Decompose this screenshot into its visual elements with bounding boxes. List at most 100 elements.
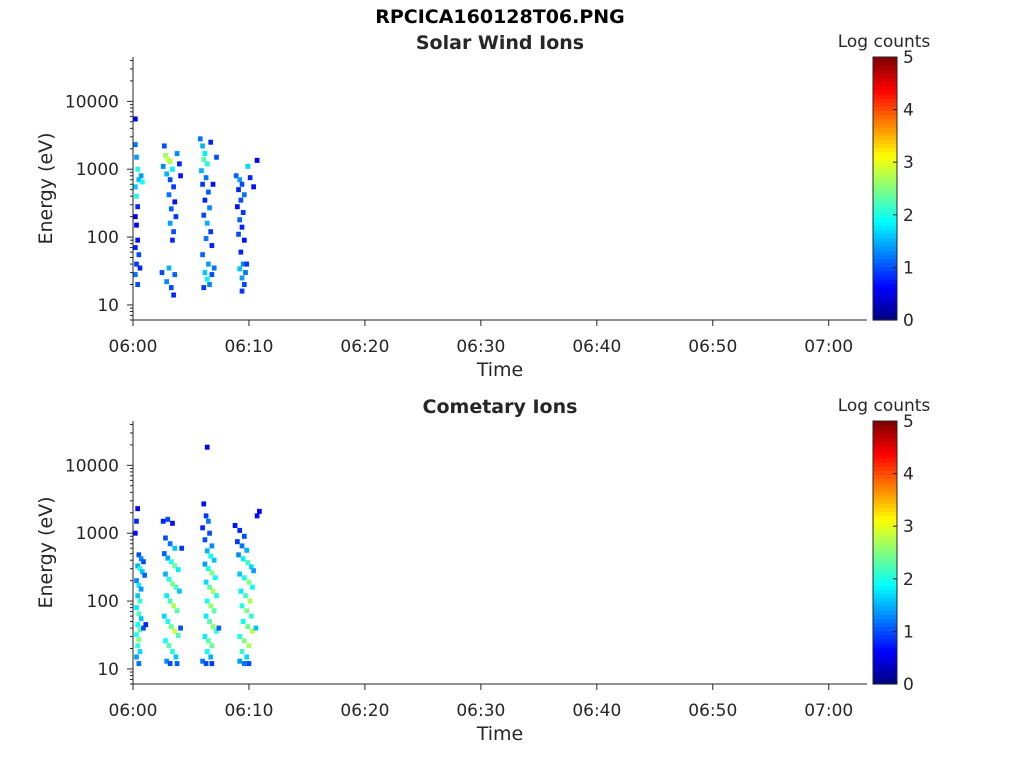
- data-cell: [173, 654, 179, 660]
- data-cell: [134, 193, 139, 199]
- data-cell: [204, 276, 210, 282]
- data-cell: [173, 584, 179, 590]
- colorbar-swatch: [873, 295, 897, 301]
- data-cell: [134, 154, 139, 160]
- data-cell: [216, 625, 222, 631]
- data-cell: [200, 252, 205, 258]
- data-cell: [167, 220, 173, 226]
- data-cell: [164, 658, 169, 664]
- colorbar-swatch: [873, 85, 897, 91]
- data-cell: [135, 563, 140, 569]
- colorbar-swatch: [873, 449, 897, 455]
- data-cell: [246, 661, 252, 667]
- colorbar-swatch: [873, 552, 897, 558]
- data-cell: [141, 559, 146, 565]
- colorbar-swatch: [873, 515, 897, 521]
- data-cell: [251, 568, 256, 574]
- colorbar-label: Log counts: [838, 396, 931, 416]
- colorbar-tick-label: 3: [903, 517, 914, 537]
- data-cell: [207, 282, 212, 288]
- data-cell: [174, 661, 180, 667]
- data-cell: [135, 237, 140, 243]
- data-cell: [211, 557, 217, 563]
- data-cell: [247, 175, 253, 181]
- data-cell: [200, 181, 205, 187]
- data-cell: [138, 586, 144, 592]
- data-cell: [206, 638, 211, 644]
- y-axis-label: Energy (eV): [35, 132, 57, 244]
- data-cell: [136, 661, 142, 667]
- colorbar-tick-label: 4: [903, 465, 914, 485]
- data-cell: [244, 261, 249, 267]
- data-cell: [237, 217, 243, 223]
- data-cell: [210, 181, 216, 187]
- colorbar-swatch: [873, 597, 897, 603]
- colorbar-swatch: [873, 585, 897, 591]
- colorbar-swatch: [873, 167, 897, 173]
- colorbar-swatch: [873, 147, 897, 153]
- data-cell: [201, 285, 207, 291]
- panel-title: Cometary Ions: [423, 396, 578, 418]
- data-cell: [237, 527, 243, 533]
- colorbar-swatch: [873, 544, 897, 549]
- data-cell: [167, 158, 173, 164]
- colorbar-swatch: [873, 523, 897, 529]
- colorbar-swatch: [873, 274, 897, 280]
- colorbar-swatch: [873, 560, 897, 566]
- colorbar-swatch: [873, 577, 897, 582]
- colorbar-tick-label: 5: [903, 412, 914, 432]
- colorbar-swatch: [873, 196, 897, 202]
- data-cell: [236, 231, 241, 237]
- data-cell: [135, 166, 140, 172]
- colorbar-swatch: [873, 200, 897, 206]
- colorbar-swatch: [873, 642, 897, 648]
- data-cell: [135, 622, 140, 628]
- colorbar-swatch: [873, 556, 897, 562]
- data-cell: [175, 567, 181, 573]
- colorbar-swatch: [873, 433, 897, 439]
- colorbar-tick-label: 1: [903, 258, 914, 278]
- colorbar-swatch: [873, 655, 897, 660]
- data-cell: [239, 288, 245, 294]
- colorbar-swatch: [873, 630, 897, 636]
- colorbar-swatch: [873, 204, 897, 210]
- data-cell: [238, 197, 244, 203]
- colorbar-swatch: [873, 548, 897, 554]
- data-cell: [202, 561, 208, 567]
- colorbar-swatch: [873, 536, 897, 541]
- x-tick-label: 06:00: [109, 701, 158, 721]
- data-cell: [202, 197, 208, 203]
- data-cell: [133, 272, 138, 278]
- colorbar-swatch: [873, 667, 897, 673]
- data-cell: [166, 576, 172, 582]
- colorbar-swatch: [873, 250, 897, 255]
- colorbar-swatch: [873, 89, 897, 95]
- data-cell: [179, 545, 185, 551]
- colorbar-swatch: [873, 421, 897, 426]
- colorbar-swatch: [873, 663, 897, 669]
- colorbar-swatch: [873, 568, 897, 574]
- data-cell: [247, 598, 253, 604]
- colorbar-swatch: [873, 135, 897, 140]
- data-cell: [138, 173, 144, 179]
- data-cell: [257, 508, 262, 514]
- data-cell: [178, 173, 183, 179]
- colorbar-swatch: [873, 593, 897, 599]
- colorbar-swatch: [873, 486, 897, 492]
- data-cell: [253, 625, 259, 631]
- data-cell: [134, 578, 139, 584]
- data-cell: [239, 649, 245, 655]
- colorbar-swatch: [873, 425, 897, 430]
- data-cell: [238, 588, 244, 594]
- data-cell: [248, 564, 254, 570]
- colorbar-swatch: [873, 217, 897, 222]
- data-cell: [138, 556, 144, 562]
- data-cell: [163, 571, 168, 577]
- colorbar-swatch: [873, 482, 897, 488]
- data-cell: [201, 156, 207, 162]
- colorbar-swatch: [873, 622, 897, 628]
- data-cell: [202, 151, 208, 157]
- data-cell: [161, 143, 167, 149]
- data-cell: [240, 619, 246, 624]
- data-cell: [135, 204, 140, 210]
